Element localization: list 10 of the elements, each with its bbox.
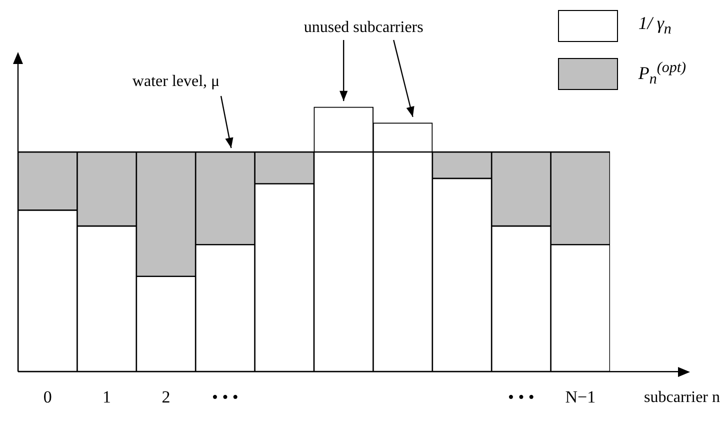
x-tick-label: 2 bbox=[162, 387, 170, 406]
ref-line-label: water level, μ bbox=[132, 73, 220, 90]
x-tick-label: • • • bbox=[508, 387, 534, 406]
x-tick-label: • • • bbox=[212, 387, 238, 406]
x-tick-label: 0 bbox=[43, 387, 52, 406]
x-axis-title: subcarrier n bbox=[644, 388, 720, 406]
legend-label: 1/ γ$_{n}$ bbox=[638, 13, 672, 39]
text: unused subcarriers bbox=[304, 19, 424, 36]
x-tick-label: 1 bbox=[102, 387, 112, 406]
x-tick-label: N−1 bbox=[565, 387, 596, 406]
